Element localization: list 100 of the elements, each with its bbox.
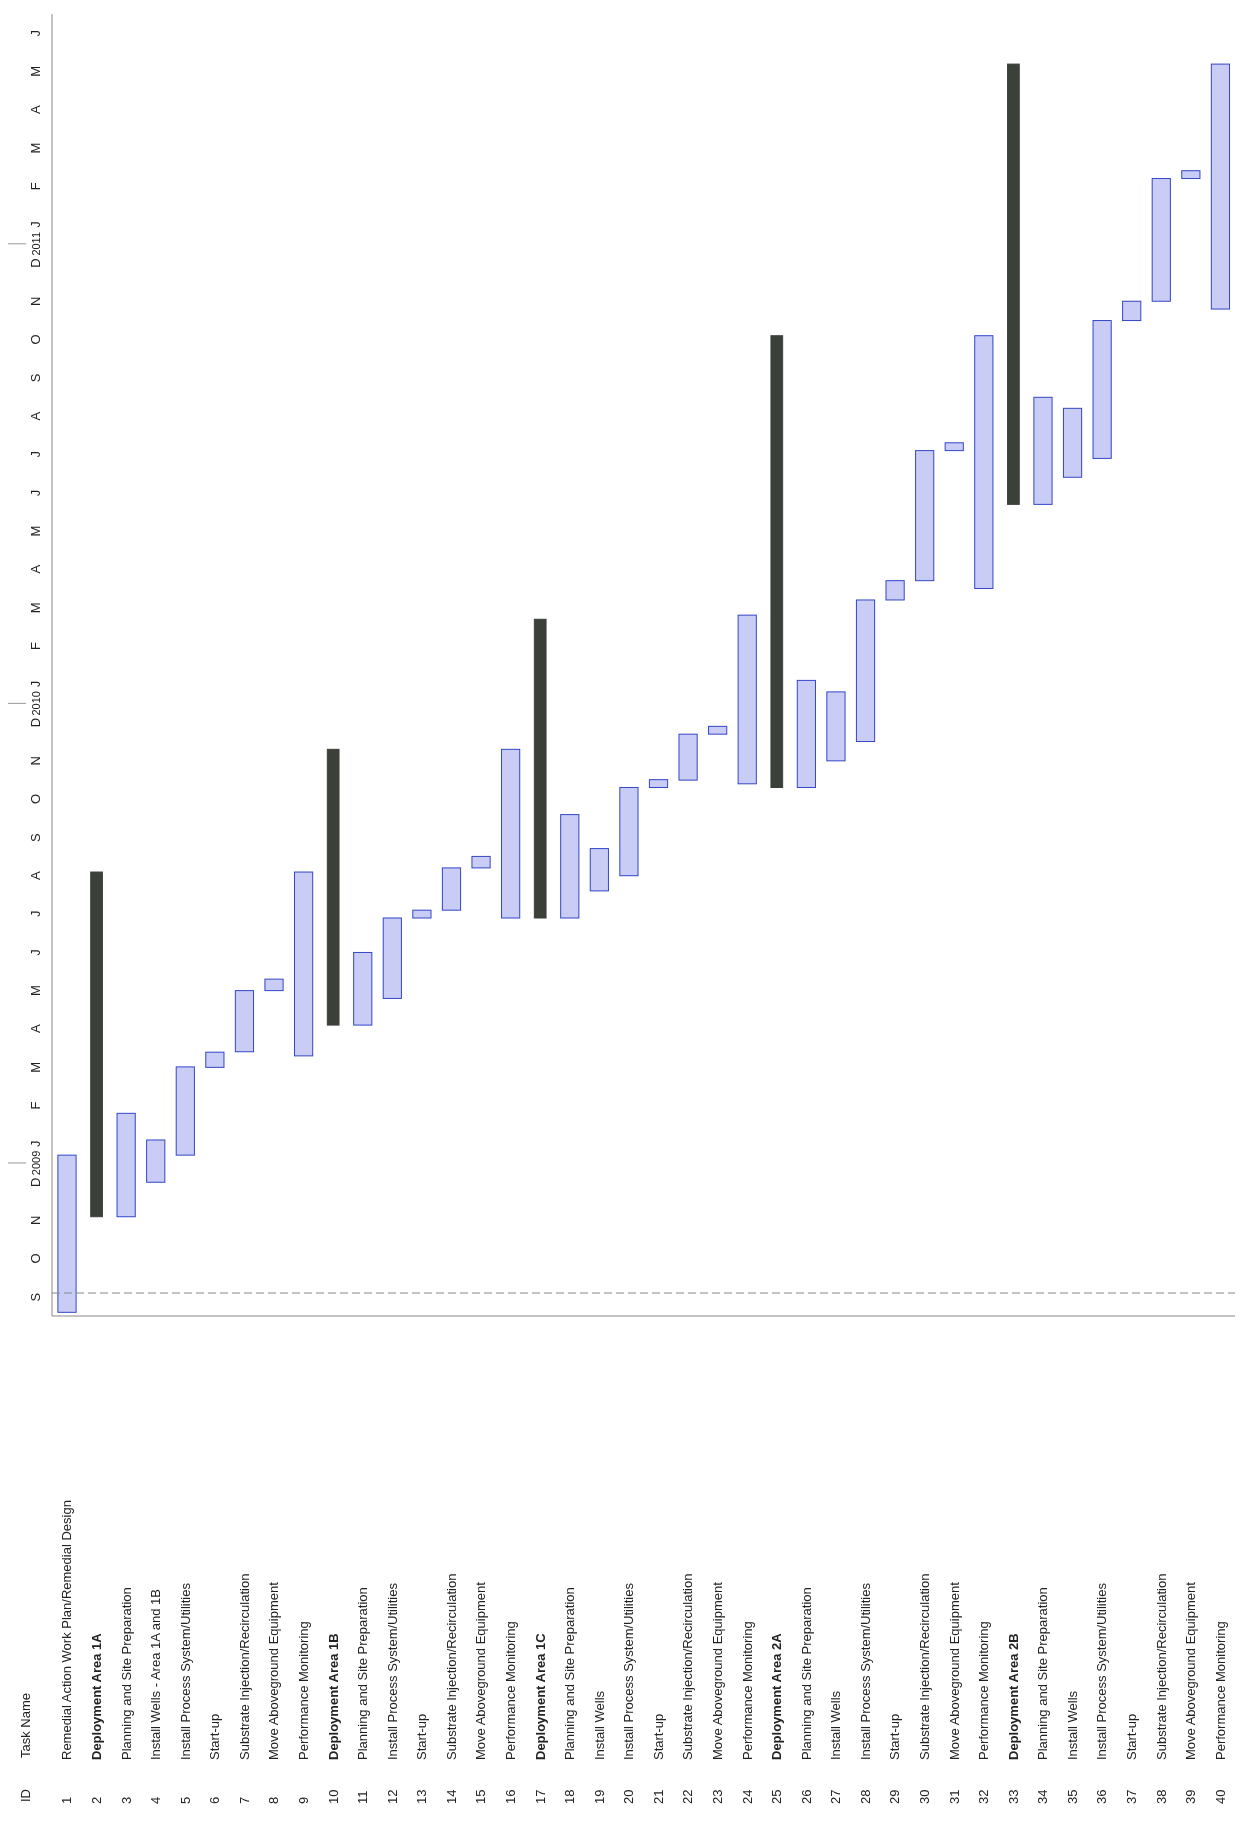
text: Task Name: [18, 1692, 33, 1758]
bar: [264, 978, 284, 992]
y-tick-label: A: [28, 104, 43, 114]
x-tick-label: Deployment Area 1C: [532, 1632, 548, 1760]
category-label: 30: [917, 1789, 933, 1804]
bar: [944, 442, 964, 452]
x-tick-label: Install Process System/Utilities: [1094, 1582, 1110, 1760]
x-tick-label: Start-up: [1124, 1713, 1140, 1760]
x-tick-label: Start-up: [650, 1713, 666, 1760]
category-label: 38: [1153, 1789, 1169, 1804]
x-tick-label: Move Aboveground Equipment: [946, 1581, 962, 1760]
bar: [441, 867, 462, 911]
category-label: 22: [680, 1789, 696, 1804]
bar: [619, 786, 639, 877]
category-label: 7: [236, 1796, 252, 1804]
x-tick-label: Start-up: [887, 1713, 903, 1760]
text: ID: [18, 1789, 33, 1802]
category-label: 32: [976, 1789, 992, 1804]
category-label: 40: [1212, 1789, 1228, 1804]
y-tick-label: N: [28, 296, 43, 306]
category-label: 35: [1064, 1789, 1080, 1804]
bar: [648, 779, 669, 788]
x-tick-label: Performance Monitoring: [739, 1621, 755, 1760]
bar: [915, 450, 935, 582]
category-label: 21: [650, 1789, 666, 1804]
category-label: 11: [355, 1790, 371, 1804]
y-tick-label: J: [28, 910, 43, 918]
category-label: 16: [502, 1789, 518, 1804]
category-label: 6: [207, 1796, 223, 1804]
y-tick-label: J: [28, 1140, 43, 1147]
category-label: 3: [118, 1796, 134, 1804]
y-tick-label: D: [28, 1177, 43, 1187]
y-tick-label: A: [28, 1024, 43, 1034]
category-label: 23: [709, 1789, 725, 1804]
y-tick-label: 2011: [30, 231, 42, 256]
bar: [294, 871, 314, 1057]
bar: [175, 1066, 195, 1156]
bar: [589, 848, 609, 892]
x-tick-label: Install Wells: [591, 1690, 607, 1760]
y-tick-label: J: [28, 949, 43, 956]
x-tick-label: Move Aboveground Equipment: [473, 1581, 489, 1760]
bar: [146, 1139, 166, 1183]
bar: [1062, 407, 1083, 478]
x-tick-label: Install Process System/Utilities: [384, 1582, 400, 1760]
y-tick-label: A: [28, 564, 43, 574]
bar: [560, 814, 580, 919]
bar: [1151, 178, 1171, 302]
y-tick-label: J: [28, 451, 43, 458]
category-label: 18: [562, 1789, 578, 1804]
bar: [708, 725, 728, 735]
y-tick-label: D: [28, 717, 43, 728]
bar: [1033, 396, 1053, 505]
category-label: 2: [88, 1796, 104, 1804]
x-tick-label: Substrate Injection/Recirculation: [917, 1573, 933, 1760]
x-tick-label: Install Process System/Utilities: [857, 1582, 873, 1760]
x-tick-label: Install Wells - Area 1A and 1B: [148, 1588, 164, 1760]
bar: [353, 951, 373, 1026]
category-label: 14: [443, 1789, 459, 1804]
category-label: 26: [798, 1789, 814, 1804]
category-label: 9: [295, 1796, 311, 1804]
x-tick-label: Deployment Area 2B: [1005, 1633, 1021, 1760]
category-label: 4: [148, 1796, 164, 1804]
y-tick-label: N: [28, 1215, 43, 1226]
x-tick-label: Move Aboveground Equipment: [266, 1581, 282, 1760]
bar: [116, 1112, 136, 1218]
bar: [382, 917, 402, 999]
y-tick-label: A: [28, 411, 43, 421]
x-tick-label: Planning and Site Preparation: [355, 1587, 371, 1760]
y-tick-label: D: [28, 258, 43, 268]
category-label: 28: [857, 1789, 873, 1804]
bar: [678, 733, 698, 781]
bar: [885, 580, 905, 601]
category-label: 27: [828, 1789, 844, 1804]
x-tick-label: Install Wells: [1064, 1690, 1080, 1760]
category-label: 5: [177, 1796, 193, 1804]
y-tick-label: F: [28, 182, 43, 191]
bar: [234, 990, 255, 1053]
y-tick-label: J: [28, 221, 43, 228]
x-tick-label: Performance Monitoring: [502, 1621, 518, 1760]
x-tick-label: Install Wells: [828, 1690, 844, 1760]
category-label: 13: [414, 1789, 430, 1804]
x-tick-label: Install Process System/Utilities: [177, 1582, 193, 1760]
bar: [1122, 300, 1142, 322]
category-label: 17: [532, 1789, 548, 1804]
y-tick-label: O: [28, 793, 43, 805]
y-tick-label: S: [28, 1292, 43, 1302]
bar: [1210, 63, 1231, 310]
x-tick-label: Performance Monitoring: [1212, 1621, 1228, 1760]
bar: [57, 1154, 77, 1313]
y-tick-label: J: [28, 489, 43, 497]
category-label: 8: [266, 1796, 282, 1804]
x-tick-label: Remedial Action Work Plan/Remedial Design: [59, 1500, 75, 1760]
x-tick-label: Planning and Site Preparation: [118, 1587, 134, 1760]
category-label: 20: [621, 1789, 637, 1804]
x-tick-label: Install Process System/Utilities: [621, 1582, 637, 1760]
x-tick-label: Substrate Injection/Recirculation: [1153, 1573, 1169, 1760]
category-label: 39: [1183, 1789, 1199, 1804]
y-tick-label: F: [28, 641, 43, 650]
bar: [737, 614, 757, 785]
bar: [205, 1051, 225, 1068]
